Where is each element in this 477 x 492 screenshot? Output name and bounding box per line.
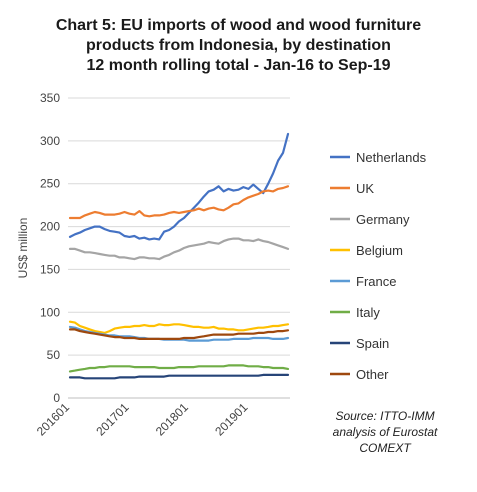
chart-title: Chart 5: EU imports of wood and wood fur…	[0, 16, 477, 76]
series-line-uk	[68, 185, 290, 220]
y-tick-label: 350	[40, 91, 60, 105]
legend-label-belgium: Belgium	[356, 243, 403, 258]
chart-title-line-1: Chart 5: EU imports of wood and wood fur…	[55, 17, 422, 34]
y-tick-label: 250	[40, 177, 60, 191]
y-axis-label: US$ million	[16, 218, 30, 279]
x-tick-label: 201801	[153, 400, 191, 438]
y-tick-label: 150	[40, 262, 60, 276]
series-line-other	[68, 328, 290, 340]
chart-title-line-3: 12 month rolling total - Jan-16 to Sep-1…	[86, 57, 391, 74]
series-line-belgium	[68, 320, 290, 334]
x-tick-label: 201701	[93, 400, 131, 438]
source-note: Source: ITTO-IMM analysis of Eurostat CO…	[310, 408, 460, 456]
legend-label-spain: Spain	[356, 336, 389, 351]
y-tick-label: 0	[53, 391, 60, 405]
series-line-netherlands	[68, 132, 290, 241]
series-line-spain	[68, 373, 290, 380]
legend-label-netherlands: Netherlands	[356, 150, 427, 165]
legend-label-other: Other	[356, 367, 389, 382]
series-line-italy	[68, 364, 290, 373]
y-tick-label: 100	[40, 305, 60, 319]
y-tick-label: 50	[47, 348, 61, 362]
x-tick-label: 201901	[212, 400, 250, 438]
source-line-2: analysis of Eurostat	[332, 425, 438, 439]
legend-label-germany: Germany	[356, 212, 410, 227]
y-tick-label: 300	[40, 134, 60, 148]
y-tick-label: 200	[40, 220, 60, 234]
legend-label-uk: UK	[356, 181, 374, 196]
legend-label-france: France	[356, 274, 396, 289]
source-line-1: Source: ITTO-IMM	[335, 409, 435, 423]
x-tick-label: 201601	[34, 400, 72, 438]
legend-label-italy: Italy	[356, 305, 380, 320]
source-line-3: COMEXT	[359, 441, 411, 455]
chart-title-line-2: products from Indonesia, by destination	[86, 37, 391, 54]
series-line-germany	[68, 237, 290, 261]
